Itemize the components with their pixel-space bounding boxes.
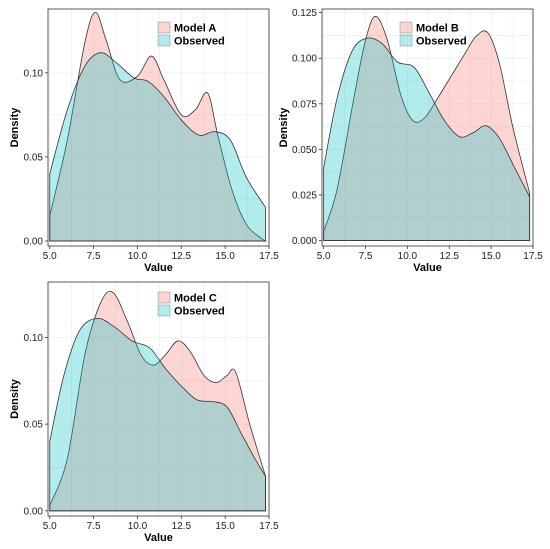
legend-label: Model C [174,293,217,305]
y-tick-label: 0.10 [24,68,44,79]
y-axis: 0.000 0.025 0.050 0.075 0.100 0.125 Density [278,8,322,247]
x-tick-label: 5.0 [317,251,331,262]
x-tick-label: 7.5 [87,251,101,262]
x-tick-label: 5.0 [43,251,57,262]
x-tick-label: 7.5 [359,251,373,262]
y-tick-label: 0.10 [24,333,44,344]
x-axis: 5.0 7.5 10.0 12.5 15.0 17.5 Value [43,516,279,544]
y-axis: 0.00 0.05 0.10 Density [9,68,48,247]
x-tick-label: 5.0 [43,521,57,532]
panel-border [321,8,534,247]
density-area-model-b [323,15,531,241]
x-axis: 5.0 7.5 10.0 12.5 15.0 17.5 Value [43,246,279,274]
x-tick-label: 12.5 [172,521,192,532]
plot-background [48,282,269,516]
density-area-observed [323,37,531,241]
density-area-observed [49,52,266,242]
legend-swatch-model-b [399,21,413,34]
y-tick-label: 0.00 [24,506,44,517]
x-tick-label: 10.0 [128,251,148,262]
x-tick-label: 17.5 [259,521,279,532]
legend-label: Model A [174,23,216,35]
chart-panel-2: 5.0 7.5 10.0 12.5 15.0 17.5Value0.0000.0250.0… [278,8,543,274]
legend-label: Observed [174,36,225,48]
density-area-model-c [49,290,266,512]
x-axis: 5.0 7.5 10.0 12.5 15.0 17.5 Value [317,246,543,274]
y-axis: 0.00 0.05 0.10 Density [9,333,48,517]
y-axis-title: Density [9,107,21,148]
y-tick-label: 0.000 [292,236,317,247]
x-tick-label: 15.0 [481,251,501,262]
legend-label: Observed [174,306,225,318]
y-tick-label: 0.075 [292,99,317,110]
plot-background [48,9,269,246]
x-tick-label: 10.0 [128,521,148,532]
x-tick-label: 7.5 [87,521,101,532]
x-tick-label: 12.5 [172,251,192,262]
legend-swatch-model-a [157,21,171,34]
y-axis-title: Density [9,378,21,419]
legend-label: Observed [416,36,467,48]
x-tick-label: 15.0 [215,521,235,532]
y-tick-label: 0.05 [24,152,44,163]
panel-border [47,281,270,517]
x-tick-label: 15.0 [215,251,235,262]
plot-background [322,9,533,246]
density-area-observed [49,317,266,512]
y-tick-label: 0.050 [292,145,317,156]
y-tick-label: 0.125 [292,8,317,19]
x-tick-label: 17.5 [523,251,543,262]
y-axis-title: Density [278,107,290,148]
y-tick-label: 0.05 [24,420,44,431]
x-axis-title: Value [144,262,173,274]
legend-swatch-observed [399,34,413,47]
x-tick-label: 10.0 [398,251,418,262]
x-tick-label: 12.5 [440,251,460,262]
legend-label: Model B [416,23,459,35]
legend-swatch-model-c [157,291,171,304]
chart-panel-3: 5.0 7.5 10.0 12.5 15.0 17.5 Value 0.00 0.05 0.10 D… [9,281,279,544]
y-tick-label: 0.025 [292,190,317,201]
legend-swatch-observed [157,34,171,47]
panel-border [47,8,270,247]
chart-panel-1: 5.0 7.5 10.0 12.5 15.0 17.5 Value 0.00 0.05 0.10 D… [9,8,279,274]
x-axis-title: Value [413,262,442,274]
density-area-model-a [49,11,267,242]
legend-swatch-observed [157,304,171,317]
x-axis-title: Value [144,532,173,544]
y-tick-label: 0.100 [292,54,317,65]
x-tick-label: 17.5 [259,251,279,262]
y-tick-label: 0.00 [24,236,44,247]
